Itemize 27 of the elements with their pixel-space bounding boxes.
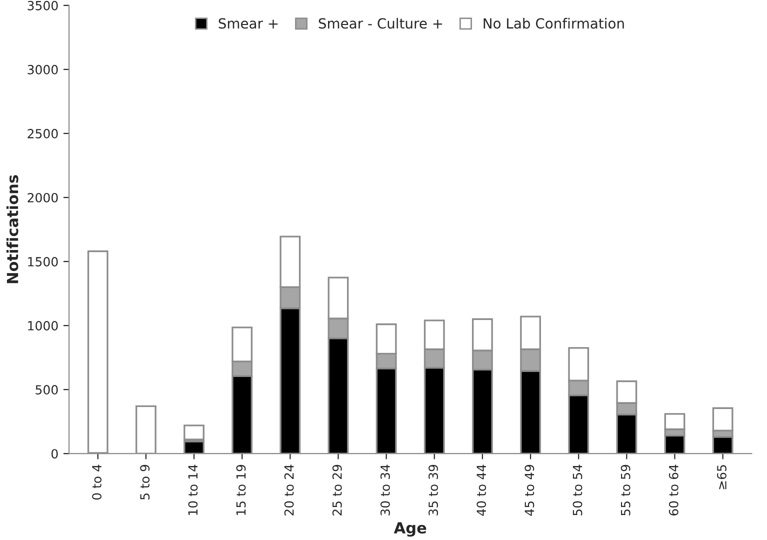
x-tick-label: 45 to 49 (524, 464, 534, 516)
y-axis-title: Notifications (6, 175, 18, 284)
x-axis-title: Age (394, 522, 426, 537)
legend-label: No Lab Confirmation (484, 18, 624, 29)
y-tick-label: 2000 (28, 192, 58, 202)
y-tick-label: 0 (51, 449, 58, 459)
x-tick-label: 0 to 4 (92, 464, 102, 500)
x-tick-label: 60 to 64 (668, 464, 678, 516)
y-tick-label: 1000 (28, 321, 58, 330)
x-tick-label: 35 to 39 (428, 464, 438, 516)
y-tick-label: 3500 (28, 0, 58, 10)
y-tick-label: 2500 (28, 128, 58, 138)
y-tick-label: 1500 (28, 256, 58, 266)
x-tick-label: 50 to 54 (572, 464, 582, 516)
x-tick-label: 30 to 34 (380, 464, 390, 516)
legend-label: Smear + (218, 18, 278, 29)
x-tick-label: 40 to 44 (476, 464, 486, 516)
x-tick-label: 5 to 9 (140, 464, 150, 500)
x-tick-label: 25 to 29 (332, 464, 342, 516)
x-tick-label: 10 to 14 (188, 464, 198, 515)
x-tick-label: ≥65 (716, 465, 726, 490)
x-tick-label: 15 to 19 (236, 464, 246, 515)
legend-label: Smear - Culture + (318, 18, 442, 29)
y-tick-label: 500 (36, 385, 58, 394)
x-tick-label: 55 to 59 (620, 464, 630, 516)
y-tick-label: 3000 (28, 64, 58, 74)
x-tick-label: 20 to 24 (284, 464, 294, 516)
